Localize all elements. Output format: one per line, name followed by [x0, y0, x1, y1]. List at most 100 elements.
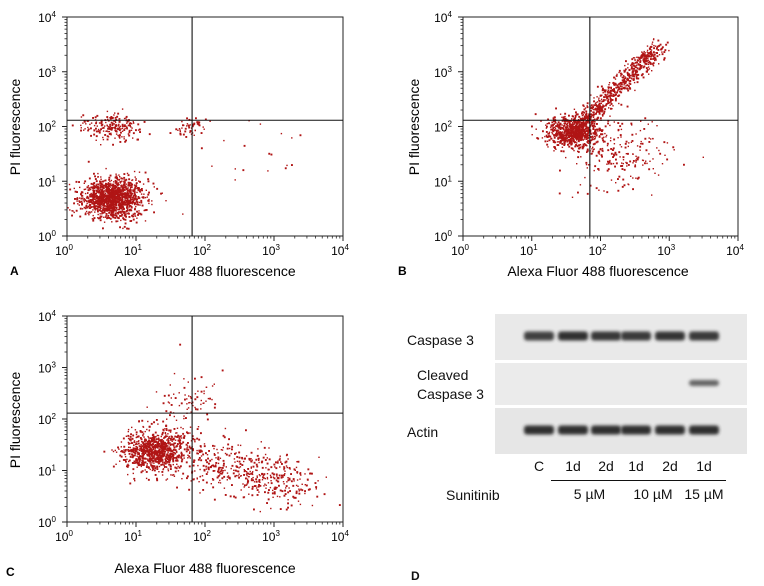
scatter-point	[248, 457, 251, 460]
scatter-point	[101, 191, 104, 193]
scatter-point	[586, 106, 589, 109]
scatter-point	[118, 178, 120, 181]
scatter-point	[116, 200, 118, 202]
scatter-point	[160, 455, 162, 457]
scatter-point	[145, 442, 148, 445]
scatter-point	[231, 464, 234, 467]
scatter-point	[141, 449, 144, 452]
scatter-point	[117, 217, 120, 220]
scatter-point	[80, 197, 83, 200]
scatter-point	[153, 469, 156, 472]
scatter-point	[135, 200, 138, 203]
scatter-point	[107, 202, 110, 205]
scatter-point	[202, 402, 204, 404]
scatter-point	[128, 200, 131, 202]
scatter-point	[90, 206, 93, 208]
scatter-point	[556, 135, 558, 137]
scatter-point	[234, 496, 237, 499]
scatter-point	[642, 54, 644, 56]
scatter-point	[67, 207, 69, 209]
scatter-point	[153, 455, 155, 457]
scatter-point	[97, 187, 99, 190]
scatter-point	[100, 144, 102, 146]
scatter-point	[596, 85, 599, 88]
scatter-point	[101, 127, 104, 129]
scatter-point	[261, 479, 264, 481]
scatter-point	[155, 450, 158, 452]
scatter-point	[186, 431, 188, 434]
scatter-point	[556, 132, 559, 135]
scatter-point	[88, 199, 91, 202]
scatter-point	[132, 215, 134, 218]
scatter-point	[608, 84, 610, 86]
scatter-point	[601, 129, 604, 132]
scatter-point	[577, 119, 580, 121]
scatter-point	[593, 148, 595, 150]
scatter-point	[156, 468, 159, 470]
panel-letter-b: B	[398, 264, 407, 278]
scatter-point	[97, 198, 100, 201]
scatter-point	[582, 139, 584, 141]
scatter-point	[167, 468, 169, 470]
scatter-point	[109, 217, 112, 220]
scatter-point	[702, 156, 704, 158]
scatter-point	[188, 465, 191, 468]
scatter-point	[116, 127, 119, 130]
scatter-point	[127, 187, 129, 189]
scatter-point	[283, 466, 285, 468]
scatter-point	[553, 141, 556, 144]
scatter-point	[606, 142, 609, 145]
scatter-point	[266, 457, 268, 459]
scatter-point	[571, 118, 573, 120]
scatter-point	[118, 128, 121, 130]
scatter-point	[604, 108, 607, 111]
scatter-point	[161, 450, 164, 452]
scatter-point	[248, 476, 250, 478]
scatter-point	[547, 132, 550, 135]
scatter-point	[99, 191, 102, 194]
scatter-point	[132, 454, 134, 457]
scatter-point	[99, 215, 101, 217]
scatter-point	[141, 470, 143, 472]
scatter-point	[262, 476, 264, 478]
scatter-point	[205, 468, 208, 470]
scatter-point	[92, 209, 94, 211]
scatter-point	[640, 140, 642, 143]
scatter-point	[160, 440, 163, 442]
scatter-point	[141, 453, 143, 455]
scatter-point	[300, 488, 302, 490]
scatter-point	[142, 435, 144, 437]
scatter-point	[585, 163, 588, 166]
scatter-point	[163, 445, 166, 448]
scatter-point	[624, 64, 626, 67]
scatter-point	[154, 445, 156, 448]
panel-letter-a: A	[10, 264, 19, 278]
scatter-point	[606, 97, 608, 100]
scatter-point	[150, 444, 152, 446]
scatter-point	[241, 464, 244, 466]
scatter-point	[125, 199, 128, 202]
scatter-point	[579, 130, 582, 133]
scatter-point	[143, 453, 145, 456]
scatter-point	[304, 473, 306, 475]
scatter-point	[624, 76, 626, 78]
scatter-point	[134, 215, 137, 217]
scatter-point	[136, 217, 138, 219]
scatter-point	[240, 475, 242, 477]
scatter-point	[181, 127, 183, 129]
scatter-point	[84, 188, 87, 190]
scatter-point	[268, 458, 271, 461]
scatter-point	[230, 467, 232, 470]
scatter-point	[663, 51, 666, 53]
scatter-point	[131, 201, 134, 204]
scatter-point	[69, 209, 71, 211]
scatter-point	[143, 449, 145, 452]
scatter-point	[117, 182, 119, 184]
scatter-point	[541, 137, 544, 139]
scatter-point	[146, 463, 148, 465]
scatter-point	[583, 138, 586, 140]
scatter-point	[103, 184, 106, 187]
scatter-point	[200, 147, 203, 150]
scatter-point	[610, 179, 613, 181]
scatter-point	[173, 442, 176, 445]
